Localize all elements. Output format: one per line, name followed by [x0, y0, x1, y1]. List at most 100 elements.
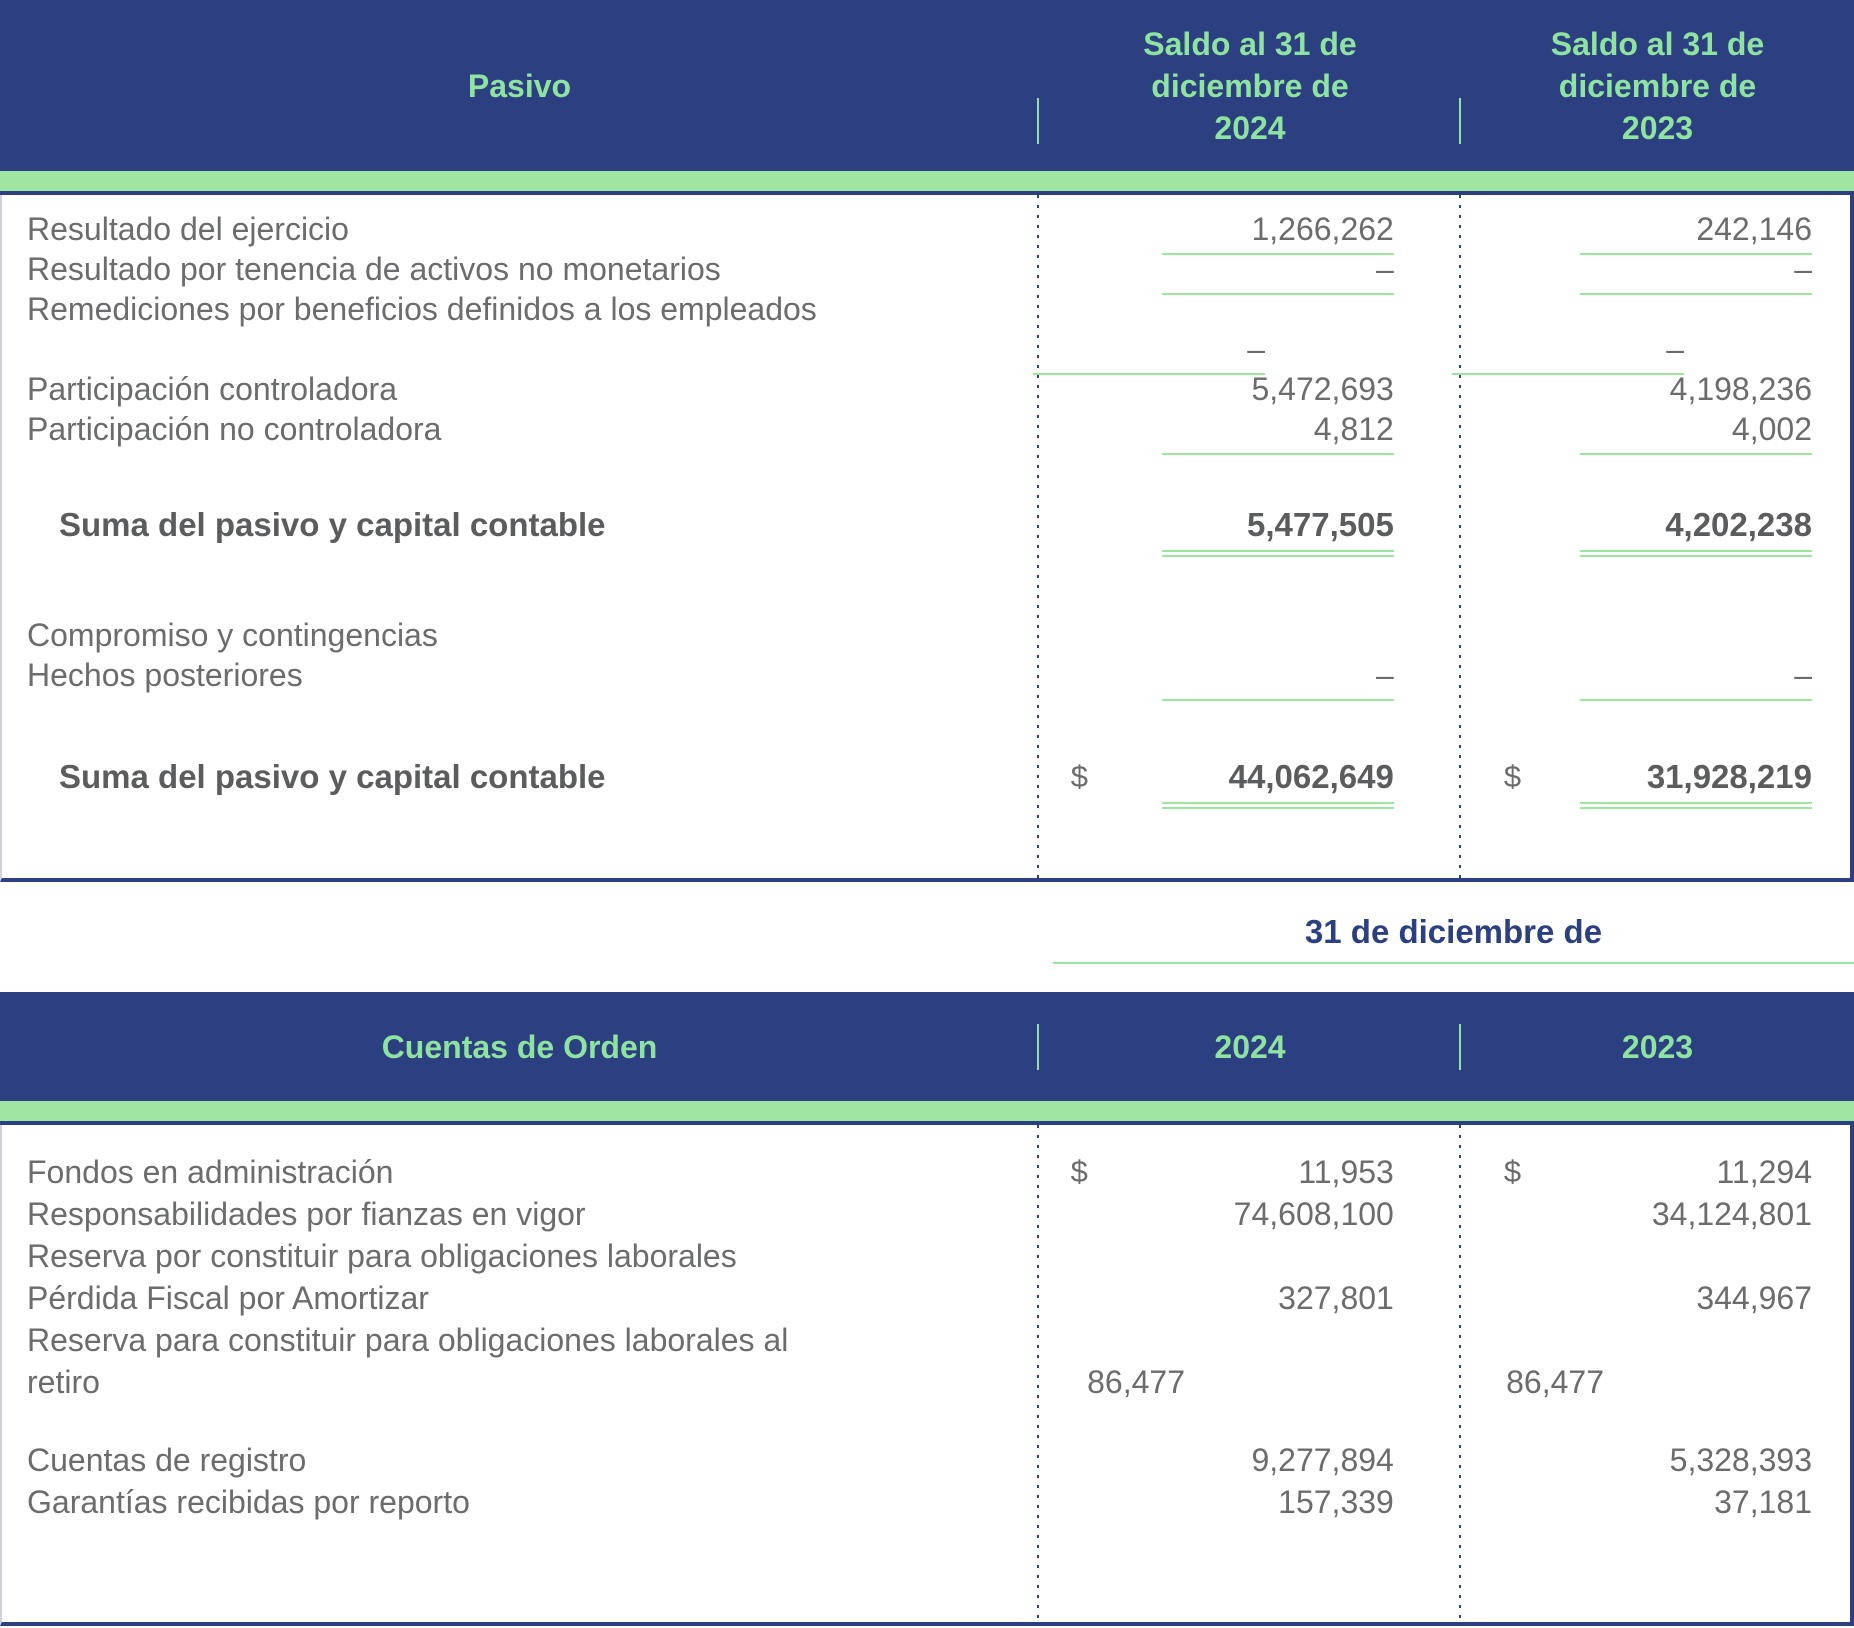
pasivo-header-col-2023: Saldo al 31 de diciembre de 2023 [1461, 0, 1854, 171]
column-divider-dotted [1459, 1125, 1461, 1622]
spacer [2, 1403, 1850, 1439]
value-2023: 4,198,236 [1458, 369, 1850, 409]
value-2023: – [1458, 249, 1850, 295]
cuentas-table-body: Fondos en administración $ 11,953 $ 11,2… [0, 1125, 1854, 1626]
value-2024: 157,339 [1037, 1481, 1458, 1523]
value-2024: 1,266,262 [1037, 209, 1458, 255]
header-rule [0, 191, 1854, 195]
row-label: Suma del pasivo y capital contable [59, 758, 606, 795]
value-2024: 86,477 [827, 1361, 1249, 1403]
value-2024: 5,472,693 [1037, 369, 1458, 409]
row-label: Fondos en administración [27, 1154, 394, 1190]
currency-symbol: $ [1070, 1154, 1088, 1189]
pasivo-header-col-2024: Saldo al 31 de diciembre de 2024 [1039, 0, 1461, 171]
value-2024: 4,812 [1037, 409, 1458, 455]
value-2023: 34,124,801 [1458, 1193, 1850, 1235]
amount: 86,477 [1087, 1364, 1185, 1400]
column-divider-dotted [1459, 195, 1461, 878]
table-row: Reserva por constituir para obligaciones… [2, 1235, 1850, 1277]
row-label: Cuentas de registro [27, 1442, 307, 1478]
table-row-grand-total: Suma del pasivo y capital contable $ 44,… [2, 757, 1850, 807]
table-row: Remediciones por beneficios definidos a … [2, 289, 1850, 375]
row-label: Resultado del ejercicio [27, 211, 349, 247]
row-label: Reserva para constituir para obligacione… [27, 1322, 789, 1400]
value-2023 [1458, 615, 1850, 655]
amount: 11,953 [1298, 1154, 1394, 1190]
cuentas-table-header: Cuentas de Orden 2024 2023 [0, 992, 1854, 1101]
row-label: Participación no controladora [27, 411, 442, 447]
row-label: Garantías recibidas por reporto [27, 1484, 470, 1520]
cuentas-header-col-2023: 2023 [1621, 1028, 1694, 1065]
amount: 4,002 [1580, 409, 1812, 455]
cuentas-header-col-2024: 2024 [1214, 1028, 1286, 1065]
date-heading: 31 de diciembre de [1053, 912, 1854, 964]
cuentas-de-orden-table: Cuentas de Orden 2024 2023 Fondos en adm… [0, 992, 1854, 1626]
amount: 157,339 [1278, 1484, 1394, 1520]
table-row: Garantías recibidas por reporto 157,339 … [2, 1481, 1850, 1523]
value-2024: – [1037, 249, 1458, 295]
amount: 1,266,262 [1161, 209, 1394, 255]
row-label: Pérdida Fiscal por Amortizar [27, 1280, 429, 1316]
column-divider-dotted [1037, 195, 1039, 878]
table-row: Resultado del ejercicio 1,266,262 242,14… [2, 209, 1850, 255]
pasivo-header-col-2023-text: Saldo al 31 de diciembre de 2023 [1550, 25, 1765, 146]
pasivo-table: Pasivo Saldo al 31 de diciembre de 2024 … [0, 0, 1854, 882]
table-row: Responsabilidades por fianzas en vigor 7… [2, 1193, 1850, 1235]
amount: 11,294 [1716, 1154, 1813, 1190]
amount: 74,608,100 [1233, 1196, 1394, 1232]
value-2024: – [1037, 655, 1458, 701]
header-divider [1037, 98, 1039, 144]
row-label: Remediciones por beneficios definidos a … [27, 291, 817, 327]
spacer [2, 195, 1850, 209]
value-2024 [1037, 1235, 1458, 1277]
amount: 5,477,505 [1161, 505, 1394, 552]
table-row: Pérdida Fiscal por Amortizar 327,801 344… [2, 1277, 1850, 1319]
value-2023: 4,002 [1458, 409, 1850, 455]
spacer [2, 449, 1850, 505]
amount: 4,198,236 [1669, 371, 1812, 407]
amount: – [1452, 329, 1684, 375]
value-2024: $ 44,062,649 [1037, 757, 1458, 807]
value-2024: – [907, 329, 1329, 375]
between-section: 31 de diciembre de [0, 882, 1854, 992]
amount: 4,202,238 [1580, 505, 1812, 552]
table-row: Resultado por tenencia de activos no mon… [2, 249, 1850, 295]
currency-symbol: $ [1503, 759, 1522, 794]
table-row: Cuentas de registro 9,277,894 5,328,393 [2, 1439, 1850, 1481]
amount: 327,801 [1278, 1280, 1394, 1316]
amount: 31,928,219 [1580, 757, 1812, 804]
amount: 37,181 [1714, 1484, 1812, 1520]
value-2024: 327,801 [1037, 1277, 1458, 1319]
value-2023: 242,146 [1458, 209, 1850, 255]
value-2023: – [1458, 655, 1850, 701]
value-2024: 74,608,100 [1037, 1193, 1458, 1235]
column-divider-dotted [1037, 1125, 1039, 1622]
amount: 5,472,693 [1251, 371, 1394, 407]
currency-symbol: $ [1070, 759, 1088, 794]
amount: 344,967 [1696, 1280, 1812, 1316]
row-label: Suma del pasivo y capital contable [59, 506, 606, 543]
value-2024: $ 11,953 [1037, 1151, 1458, 1193]
amount: 4,812 [1161, 409, 1394, 455]
table-row: Reserva para constituir para obligacione… [2, 1319, 1850, 1403]
header-divider [1459, 1024, 1461, 1070]
cuentas-header-title: Cuentas de Orden [381, 1028, 658, 1065]
pasivo-table-header: Pasivo Saldo al 31 de diciembre de 2024 … [0, 0, 1854, 171]
spacer [2, 551, 1850, 615]
spacer [2, 695, 1850, 757]
row-label: Resultado por tenencia de activos no mon… [27, 251, 721, 287]
table-row-total: Suma del pasivo y capital contable 5,477… [2, 505, 1850, 552]
currency-symbol: $ [1503, 1154, 1522, 1189]
amount: – [1161, 249, 1394, 295]
value-2023 [1458, 1235, 1850, 1277]
value-2023: 344,967 [1458, 1277, 1850, 1319]
amount: 34,124,801 [1651, 1196, 1812, 1232]
pasivo-header-title: Pasivo [467, 67, 572, 104]
row-label: Compromiso y contingencias [27, 617, 438, 653]
value-2023: 37,181 [1458, 1481, 1850, 1523]
row-label: Participación controladora [27, 371, 397, 407]
header-rule [0, 1121, 1854, 1125]
amount: – [1033, 329, 1265, 375]
value-2023: 5,328,393 [1458, 1439, 1850, 1481]
